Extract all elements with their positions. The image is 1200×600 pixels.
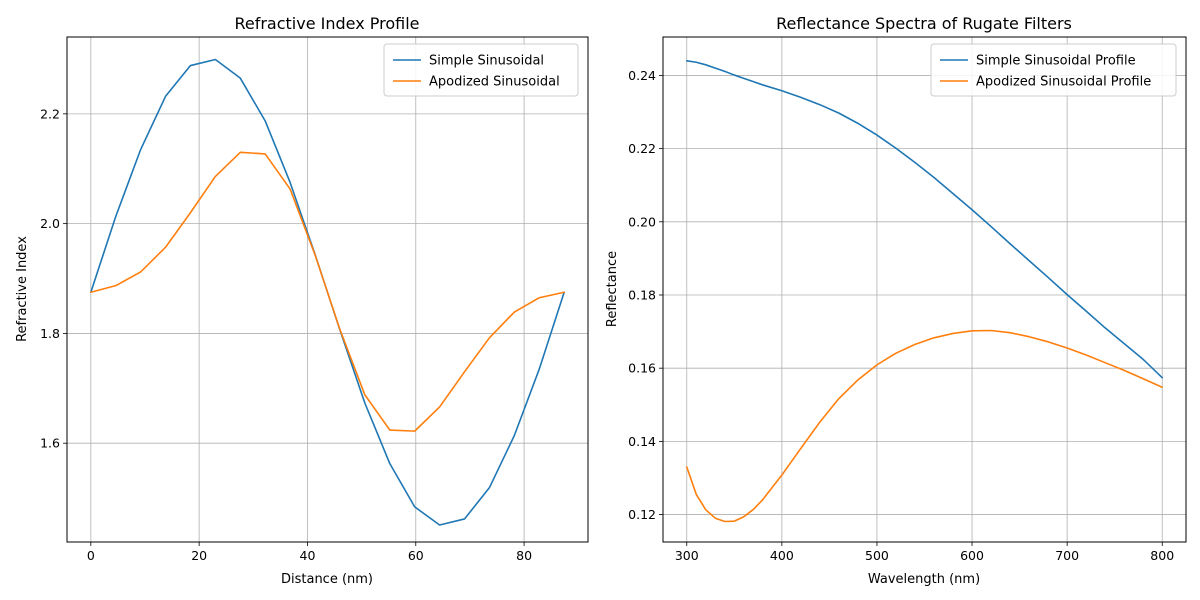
y-tick-label: 0.16 <box>628 361 656 376</box>
legend-label: Apodized Sinusoidal <box>429 75 560 90</box>
x-tick-label: 400 <box>770 548 794 563</box>
legend-label: Apodized Sinusoidal Profile <box>976 75 1151 90</box>
x-tick-label: 40 <box>300 548 316 563</box>
y-axis-label: Reflectance <box>605 251 620 327</box>
chart-title: Refractive Index Profile <box>234 14 419 33</box>
chart-title: Reflectance Spectra of Rugate Filters <box>776 14 1072 33</box>
y-tick-label: 0.20 <box>628 214 656 229</box>
y-tick-label: 0.18 <box>628 287 656 302</box>
x-tick-label: 800 <box>1150 548 1174 563</box>
legend: Simple Sinusoidal Apodized Sinusoidal <box>383 43 579 97</box>
axes-frame <box>662 36 1187 543</box>
series-line-1 <box>685 59 1164 379</box>
gridlines <box>67 37 588 542</box>
x-tick-label: 60 <box>408 548 424 563</box>
legend: Simple Sinusoidal Profile Apodized Sinuso… <box>930 43 1177 97</box>
x-tick-label: 0 <box>87 548 95 563</box>
y-tick-label: 1.6 <box>40 436 60 451</box>
y-tick-label: 0.24 <box>628 68 656 83</box>
gridlines <box>663 37 1186 542</box>
y-tick-label: 0.12 <box>628 507 656 522</box>
legend-label: Simple Sinusoidal Profile <box>976 54 1136 69</box>
plot-lines <box>685 59 1164 523</box>
x-tick-label: 700 <box>1055 548 1079 563</box>
y-tick-label: 2.2 <box>40 106 60 121</box>
x-tick-label: 500 <box>865 548 889 563</box>
axes-frame <box>66 36 589 543</box>
x-tick-label: 600 <box>960 548 984 563</box>
plot-lines <box>90 58 565 526</box>
legend-box <box>930 43 1177 97</box>
axis-ticks: 0 20 40 60 80 1.6 1.8 2.0 2.2 <box>40 106 532 563</box>
x-axis-label: Wavelength (nm) <box>868 572 980 587</box>
axis-ticks: 300 400 500 600 700 800 0.12 0.14 0.16 0.18 0.20 0.… <box>628 68 1174 563</box>
x-tick-label: 20 <box>191 548 207 563</box>
x-tick-label: 80 <box>516 548 532 563</box>
series-line-2 <box>685 329 1164 523</box>
y-tick-label: 0.14 <box>628 434 656 449</box>
y-tick-label: 2.0 <box>40 216 60 231</box>
chart-reflectance-spectra: Reflectance Spectra of Rugate Filters 30… <box>605 14 1187 587</box>
legend-box <box>383 43 579 97</box>
series-line-2 <box>90 151 565 432</box>
chart-refractive-index: Refractive Index Profile 0 20 40 60 80 1.6 1.8… <box>15 14 589 587</box>
y-tick-label: 1.8 <box>40 326 60 341</box>
x-tick-label: 300 <box>675 548 699 563</box>
x-axis-label: Distance (nm) <box>281 572 373 587</box>
legend-label: Simple Sinusoidal <box>429 54 544 69</box>
y-axis-label: Refractive Index <box>15 236 30 342</box>
y-tick-label: 0.22 <box>628 141 656 156</box>
